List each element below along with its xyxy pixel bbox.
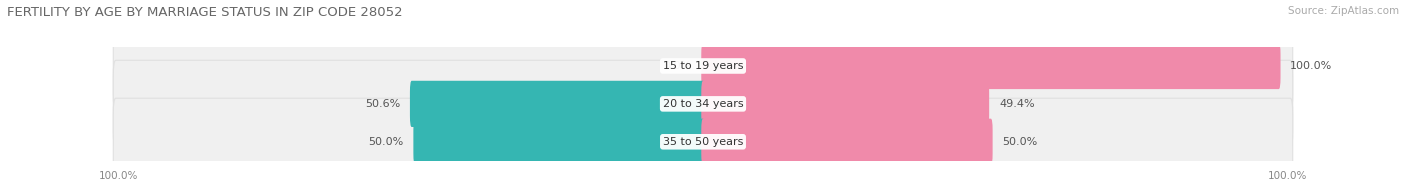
Text: 49.4%: 49.4% bbox=[998, 99, 1035, 109]
Text: 100.0%: 100.0% bbox=[98, 171, 138, 181]
Text: 0.0%: 0.0% bbox=[664, 61, 692, 71]
Text: 50.6%: 50.6% bbox=[366, 99, 401, 109]
FancyBboxPatch shape bbox=[702, 43, 1281, 89]
FancyBboxPatch shape bbox=[411, 81, 704, 127]
Text: FERTILITY BY AGE BY MARRIAGE STATUS IN ZIP CODE 28052: FERTILITY BY AGE BY MARRIAGE STATUS IN Z… bbox=[7, 6, 402, 19]
Text: 35 to 50 years: 35 to 50 years bbox=[662, 137, 744, 147]
FancyBboxPatch shape bbox=[413, 119, 704, 165]
Text: 100.0%: 100.0% bbox=[1291, 61, 1333, 71]
FancyBboxPatch shape bbox=[114, 22, 1292, 110]
Text: Source: ZipAtlas.com: Source: ZipAtlas.com bbox=[1288, 6, 1399, 16]
FancyBboxPatch shape bbox=[114, 98, 1292, 185]
Text: 100.0%: 100.0% bbox=[1268, 171, 1308, 181]
Text: 50.0%: 50.0% bbox=[1002, 137, 1038, 147]
Text: 15 to 19 years: 15 to 19 years bbox=[662, 61, 744, 71]
FancyBboxPatch shape bbox=[114, 60, 1292, 147]
FancyBboxPatch shape bbox=[702, 81, 990, 127]
Text: 20 to 34 years: 20 to 34 years bbox=[662, 99, 744, 109]
Text: 50.0%: 50.0% bbox=[368, 137, 404, 147]
FancyBboxPatch shape bbox=[702, 119, 993, 165]
